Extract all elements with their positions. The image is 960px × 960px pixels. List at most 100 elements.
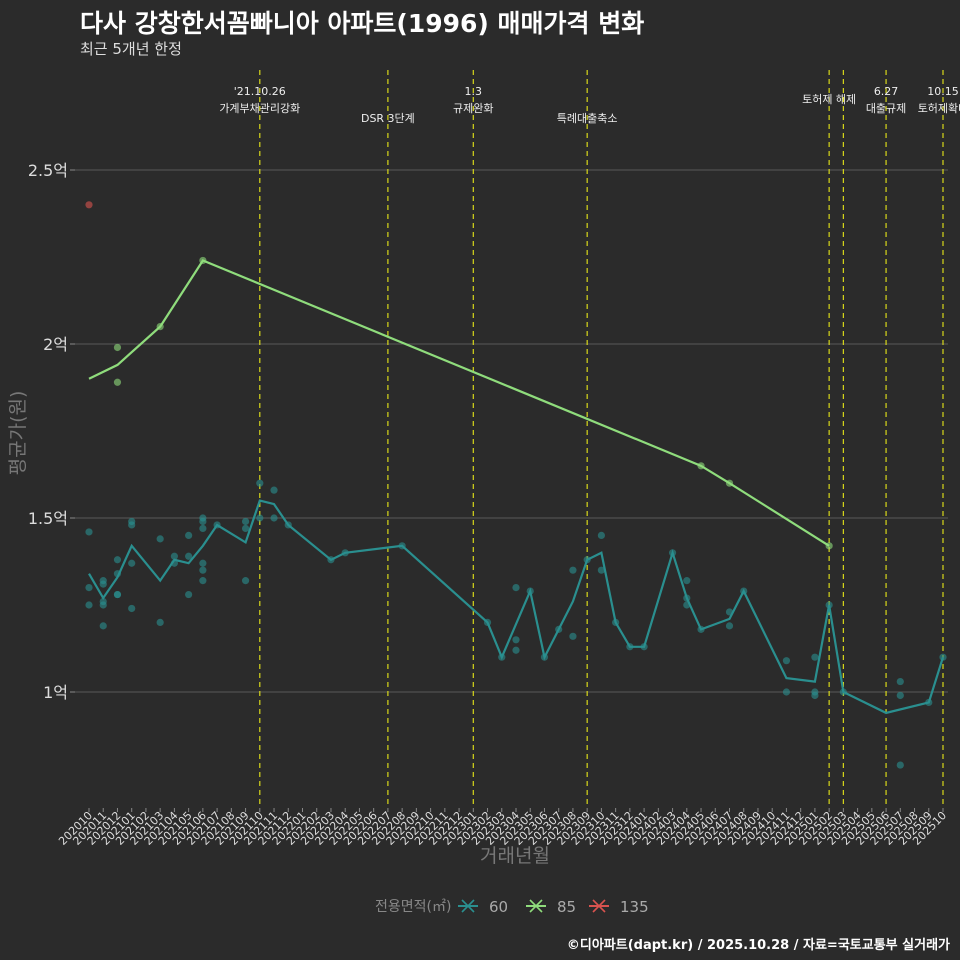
- event-label: 1.3: [465, 85, 483, 98]
- data-point-60: [113, 590, 122, 599]
- data-point-60: [512, 584, 520, 592]
- data-point-60: [199, 517, 207, 526]
- data-point-60: [128, 521, 136, 529]
- legend-key-cross: [529, 899, 543, 913]
- y-tick-label: 2.5억: [28, 161, 68, 180]
- data-point-60: [199, 524, 207, 533]
- data-point-60: [156, 535, 164, 543]
- data-point-60: [483, 618, 492, 627]
- data-point-60: [199, 577, 207, 585]
- chart-subtitle: 최근 5개년 한정: [80, 40, 182, 58]
- data-point-60: [782, 657, 791, 665]
- data-point-60: [896, 677, 904, 686]
- data-point-60: [213, 521, 221, 529]
- event-label: 규제완화: [453, 102, 493, 115]
- data-point-60: [241, 524, 250, 533]
- data-point-60: [99, 577, 107, 585]
- legend-key-cross: [461, 899, 475, 913]
- source-caption: ©디아파트(dapt.kr) / 2025.10.28 / 자료=국토교통부 실…: [566, 938, 950, 953]
- data-point-60: [512, 636, 520, 644]
- data-point-60: [185, 590, 193, 599]
- data-point-60: [925, 698, 933, 707]
- data-point-60: [99, 597, 107, 606]
- event-label: 6.27: [874, 85, 899, 98]
- data-point-60: [256, 479, 264, 487]
- data-point-60: [128, 604, 136, 613]
- event-label: 10.15: [927, 85, 959, 98]
- data-point-60: [327, 556, 335, 564]
- data-point-60: [113, 570, 122, 578]
- data-point-60: [185, 531, 193, 540]
- data-point-85: [725, 479, 734, 487]
- legend-label: 60: [489, 898, 508, 916]
- legend: 전용면적(㎡) 60 85 135: [375, 898, 649, 916]
- data-point-60: [683, 594, 691, 602]
- data-point-60: [128, 559, 136, 567]
- data-point-85: [199, 256, 207, 265]
- data-point-60: [569, 566, 577, 574]
- y-tick-label: 1.5억: [28, 509, 68, 528]
- data-point-60: [725, 608, 734, 616]
- data-point-60: [241, 517, 250, 526]
- data-point-60: [583, 556, 591, 564]
- data-point-60: [740, 587, 748, 595]
- event-label: 토허제확대: [918, 102, 960, 115]
- data-point-60: [270, 486, 278, 494]
- data-point-60: [896, 691, 904, 700]
- legend-title: 전용면적(㎡): [375, 899, 451, 915]
- y-tick-label: 1억: [43, 683, 68, 702]
- data-point-60: [498, 653, 506, 661]
- data-point-60: [683, 601, 691, 609]
- data-point-60: [341, 549, 349, 557]
- data-point-60: [782, 688, 791, 696]
- data-point-85: [113, 343, 122, 352]
- data-point-135: [85, 201, 93, 209]
- event-label: DSR 3단계: [361, 112, 415, 125]
- data-point-60: [811, 653, 819, 661]
- data-point-60: [668, 549, 677, 557]
- series-line-60: [88, 499, 945, 715]
- data-point-60: [512, 646, 520, 654]
- data-point-85: [697, 462, 705, 470]
- event-label: 토허제 해제: [802, 92, 856, 106]
- series-line-85: [88, 259, 830, 547]
- y-tick-label: 2억: [43, 335, 68, 354]
- data-point-60: [185, 552, 193, 560]
- data-point-60: [113, 556, 122, 564]
- data-point-60: [85, 601, 93, 609]
- data-point-60: [683, 577, 691, 585]
- data-point-60: [99, 622, 107, 630]
- chart-title: 다사 강창한서꼼빠니아 아파트(1996) 매매가격 변화: [80, 9, 645, 38]
- legend-label: 85: [557, 898, 576, 916]
- data-point-60: [939, 653, 947, 661]
- data-point-60: [612, 618, 620, 627]
- data-point-60: [199, 566, 207, 574]
- event-label: '21.10.26: [234, 85, 286, 98]
- data-point-60: [241, 577, 250, 585]
- data-point-60: [839, 688, 847, 696]
- data-point-60: [540, 653, 549, 661]
- data-point-60: [825, 601, 833, 609]
- data-point-60: [284, 521, 292, 529]
- data-point-60: [555, 625, 563, 633]
- y-axis-title: 평균가(원): [7, 391, 29, 476]
- data-point-60: [626, 643, 634, 651]
- data-point-60: [156, 618, 164, 627]
- event-label: 특례대출축소: [557, 112, 618, 125]
- legend-label: 135: [620, 898, 649, 916]
- data-point-85: [113, 378, 122, 386]
- legend-key-cross: [592, 899, 606, 913]
- data-point-60: [697, 625, 705, 633]
- data-point-60: [170, 559, 178, 567]
- data-point-60: [569, 632, 577, 640]
- x-axis-title: 거래년월: [480, 845, 550, 867]
- data-point-60: [597, 531, 606, 540]
- data-point-60: [896, 761, 904, 769]
- data-point-60: [398, 542, 406, 550]
- event-label: 가계부채관리강화: [219, 102, 300, 115]
- data-point-60: [811, 691, 819, 700]
- data-point-60: [725, 622, 734, 630]
- data-point-60: [640, 643, 648, 651]
- data-point-60: [256, 514, 264, 522]
